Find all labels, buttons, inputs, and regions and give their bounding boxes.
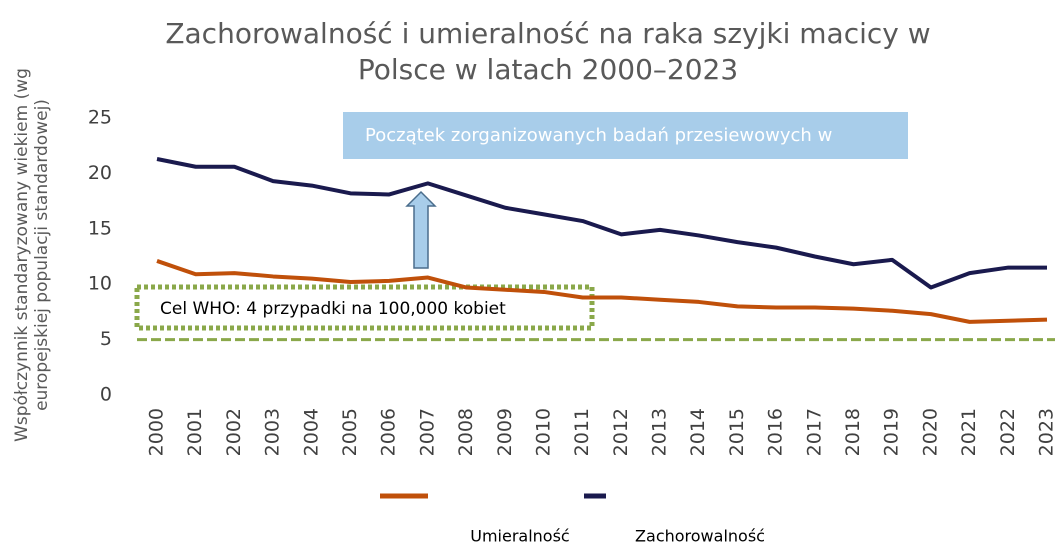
x-tick: 2002 [223, 408, 245, 456]
y-tick-label: 25 [88, 107, 112, 129]
series-line [156, 259, 1048, 324]
x-tick-label: 2007 [416, 408, 438, 456]
x-tick-label: 2003 [262, 408, 284, 456]
who-label: Cel WHO: 4 przypadki na 100,000 kobiet [160, 299, 506, 319]
x-tick: 2015 [726, 408, 748, 456]
x-tick-label: 2013 [649, 408, 671, 456]
annotation-arrow [405, 190, 437, 269]
x-tick-label: 2000 [146, 408, 168, 456]
chart-title: Zachorowalność i umieralność na raka szy… [165, 17, 930, 50]
x-tick: 2020 [919, 408, 941, 456]
x-tick-label: 2002 [223, 408, 245, 456]
x-tick-label: 2020 [919, 408, 941, 456]
x-tick-label: 2021 [958, 408, 980, 456]
legend-label: Zachorowalność [635, 527, 765, 545]
y-axis-label: Współczynnik standaryzowany wiekiem (wg … [12, 68, 52, 442]
x-tick: 2006 [378, 408, 400, 456]
x-tick-label: 2005 [339, 408, 361, 456]
x-tick: 2017 [803, 408, 825, 456]
x-tick-label: 2015 [726, 408, 748, 456]
y-tick-label: 5 [100, 328, 112, 350]
x-tick-label: 2006 [378, 408, 400, 456]
who-box [134, 284, 595, 331]
y-axis-label-line: Współczynnik standaryzowany wiekiem (wg [12, 68, 32, 442]
x-tick: 2011 [571, 408, 593, 456]
x-tick: 2016 [765, 408, 787, 456]
x-tick-label: 2012 [610, 408, 632, 456]
x-tick: 2018 [842, 408, 864, 456]
x-tick-label: 2018 [842, 408, 864, 456]
x-tick-label: 2014 [687, 408, 709, 456]
x-tick: 2005 [339, 408, 361, 456]
x-tick-label: 2004 [300, 408, 322, 456]
x-tick: 2003 [262, 408, 284, 456]
x-tick: 2009 [494, 408, 516, 456]
x-tick-label: 2008 [455, 408, 477, 456]
x-tick: 2008 [455, 408, 477, 456]
legend-label: Umieralność [470, 527, 569, 545]
y-tick-label: 15 [88, 217, 112, 239]
y-tick-label: 10 [88, 273, 112, 295]
series-line [156, 157, 1047, 290]
x-tick: 2022 [997, 408, 1019, 456]
x-tick: 2000 [146, 408, 168, 456]
y-tick-label: 20 [88, 162, 112, 184]
y-axis-label-line: europejskiej populacji standardowej) [32, 99, 52, 411]
x-tick-label: 2016 [765, 408, 787, 456]
x-tick: 2012 [610, 408, 632, 456]
y-tick-label: 0 [100, 384, 112, 406]
annotation-text: Początek zorganizowanych badań przesiewo… [365, 125, 832, 146]
x-tick: 2013 [649, 408, 671, 456]
x-tick: 2004 [300, 408, 322, 456]
annotation-box [343, 112, 908, 159]
x-tick: 2014 [687, 408, 709, 456]
x-tick-label: 2010 [532, 408, 554, 456]
x-tick: 2019 [881, 408, 903, 456]
chart-title: Polsce w latach 2000–2023 [358, 53, 738, 86]
x-tick: 2001 [184, 408, 206, 456]
x-tick-label: 2009 [494, 408, 516, 456]
x-tick-label: 2022 [997, 408, 1019, 456]
x-tick-label: 2011 [571, 408, 593, 456]
x-tick: 2021 [958, 408, 980, 456]
x-tick-label: 2017 [803, 408, 825, 456]
x-tick-label: 2001 [184, 408, 206, 456]
x-tick: 2023 [1036, 408, 1055, 456]
x-tick: 2010 [532, 408, 554, 456]
x-tick-label: 2019 [881, 408, 903, 456]
x-tick-label: 2023 [1036, 408, 1055, 456]
x-tick: 2007 [416, 408, 438, 456]
